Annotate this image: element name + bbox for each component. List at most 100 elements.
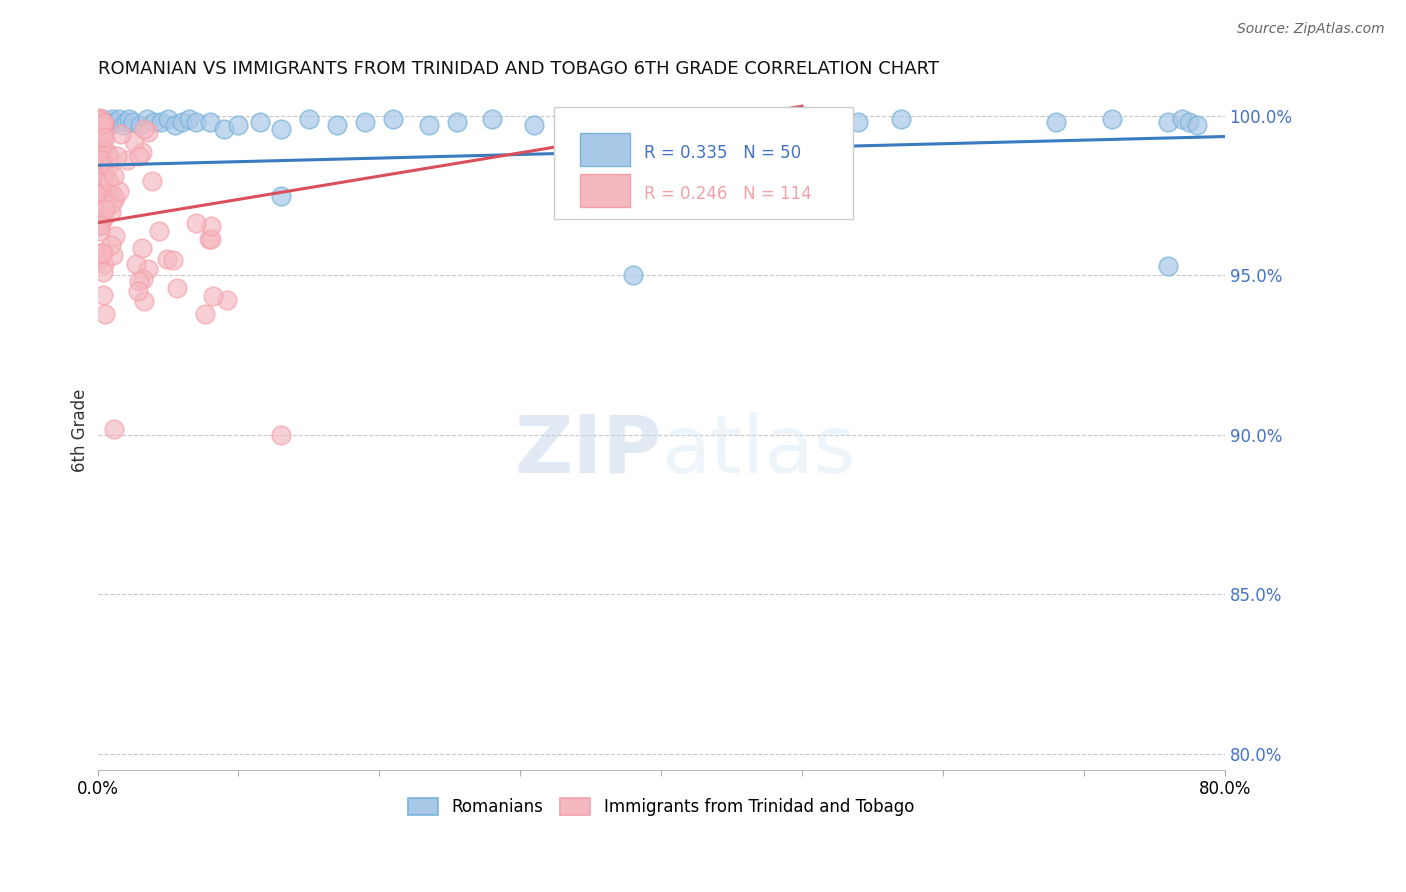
- Point: [101, 187, 124, 202]
- Point: [87, 202, 110, 217]
- Point: [107, 112, 129, 126]
- Point: [93, 149, 115, 163]
- Point: [97, 147, 120, 161]
- Point: [90, 140, 112, 154]
- Point: [90, 118, 112, 132]
- Point: [1101, 112, 1123, 126]
- Point: [105, 148, 128, 162]
- Point: [87, 112, 110, 127]
- Point: [89, 112, 111, 126]
- Point: [186, 115, 208, 129]
- Point: [90, 216, 112, 230]
- Point: [249, 115, 271, 129]
- Point: [720, 112, 742, 126]
- Point: [1157, 115, 1180, 129]
- Point: [446, 115, 468, 129]
- Point: [100, 112, 122, 126]
- Point: [103, 421, 125, 435]
- Point: [166, 281, 188, 295]
- Point: [179, 112, 201, 126]
- Point: [162, 253, 184, 268]
- Point: [114, 115, 136, 129]
- Point: [91, 265, 114, 279]
- Point: [103, 169, 125, 184]
- Point: [804, 115, 827, 129]
- Point: [107, 184, 129, 198]
- Point: [87, 125, 110, 139]
- Point: [1045, 115, 1067, 129]
- Point: [104, 229, 127, 244]
- Point: [98, 150, 121, 164]
- Point: [128, 119, 150, 133]
- Point: [98, 174, 121, 188]
- Point: [89, 252, 111, 266]
- Point: [87, 140, 110, 154]
- Point: [122, 134, 145, 148]
- Point: [128, 274, 150, 288]
- Point: [1185, 119, 1208, 133]
- Point: [678, 115, 700, 129]
- Point: [848, 115, 870, 129]
- Point: [90, 112, 112, 126]
- Point: [1178, 115, 1201, 129]
- Point: [87, 175, 110, 189]
- FancyBboxPatch shape: [581, 174, 630, 207]
- Point: [1157, 259, 1180, 273]
- Point: [481, 112, 503, 126]
- Point: [103, 115, 125, 129]
- Point: [621, 268, 644, 283]
- Point: [86, 191, 108, 205]
- Point: [132, 272, 155, 286]
- Point: [643, 119, 665, 133]
- Point: [93, 168, 115, 182]
- Point: [354, 115, 377, 129]
- Point: [89, 127, 111, 141]
- Point: [228, 119, 250, 133]
- Point: [148, 224, 170, 238]
- Point: [418, 119, 440, 133]
- Point: [94, 202, 117, 216]
- Point: [89, 197, 111, 211]
- Point: [127, 285, 149, 299]
- Point: [890, 112, 912, 126]
- Point: [110, 127, 132, 141]
- Point: [100, 204, 122, 219]
- Point: [172, 115, 194, 129]
- Point: [165, 119, 187, 133]
- Point: [607, 112, 630, 126]
- Legend: Romanians, Immigrants from Trinidad and Tobago: Romanians, Immigrants from Trinidad and …: [402, 791, 921, 822]
- FancyBboxPatch shape: [581, 133, 630, 167]
- Point: [382, 112, 405, 126]
- Point: [270, 121, 292, 136]
- Point: [87, 113, 110, 128]
- Point: [94, 130, 117, 145]
- Point: [157, 112, 180, 126]
- Point: [103, 248, 125, 262]
- Point: [131, 145, 153, 159]
- Point: [93, 115, 115, 129]
- Point: [142, 115, 165, 129]
- Point: [93, 307, 115, 321]
- Point: [91, 142, 114, 156]
- Point: [201, 289, 224, 303]
- Point: [136, 261, 159, 276]
- Point: [91, 287, 114, 301]
- Point: [86, 115, 108, 129]
- Point: [93, 161, 115, 176]
- Point: [149, 115, 172, 129]
- Point: [90, 186, 112, 200]
- Point: [87, 203, 110, 218]
- Point: [101, 195, 124, 210]
- Point: [115, 153, 138, 167]
- Point: [90, 149, 112, 163]
- Point: [200, 219, 222, 234]
- Point: [91, 160, 114, 174]
- Point: [97, 160, 120, 174]
- Point: [89, 218, 111, 232]
- Point: [91, 131, 114, 145]
- Point: [141, 174, 163, 188]
- Point: [156, 252, 179, 266]
- Point: [1171, 112, 1194, 126]
- Point: [93, 115, 115, 129]
- Point: [86, 143, 108, 157]
